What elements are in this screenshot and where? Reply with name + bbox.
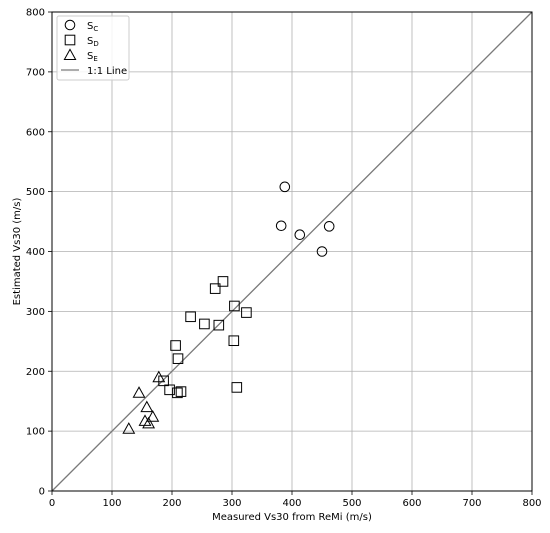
data-point-se xyxy=(138,414,152,426)
x-tick-label: 500 xyxy=(342,498,361,509)
legend-label-se: SE xyxy=(87,51,98,63)
y-tick-label: 600 xyxy=(26,127,45,138)
legend-marker-sd xyxy=(64,34,76,46)
data-point-sd xyxy=(158,375,169,387)
data-point-se xyxy=(140,400,154,413)
x-tick-label: 200 xyxy=(162,498,181,509)
y-tick-label: 700 xyxy=(26,67,45,78)
x-tick-label: 800 xyxy=(522,498,541,509)
legend-label-sc: SC xyxy=(87,21,98,33)
data-point-sc xyxy=(316,246,328,257)
legend-marker-sc xyxy=(64,19,76,31)
legend: SC SD SE 1:1 Line xyxy=(56,15,130,81)
y-tick-label: 400 xyxy=(26,247,45,258)
data-point-sd xyxy=(164,384,175,396)
y-tick-label: 0 xyxy=(39,487,45,498)
data-point-sd xyxy=(172,387,183,399)
data-point-sc xyxy=(323,221,335,232)
data-point-se xyxy=(152,370,166,383)
x-tick-label: 0 xyxy=(49,498,55,509)
data-point-sd xyxy=(229,300,240,312)
data-point-sd xyxy=(217,276,229,287)
data-point-se xyxy=(146,410,160,422)
data-point-sd xyxy=(231,382,243,393)
data-point-sd xyxy=(241,307,252,318)
x-tick-label: 100 xyxy=(102,498,121,509)
reference-line-layer xyxy=(51,11,533,492)
x-tick-label: 300 xyxy=(222,498,241,509)
x-axis-label: Measured Vs30 from ReMi (m/s) xyxy=(212,512,372,523)
data-point-sd xyxy=(199,318,210,330)
data-point-se xyxy=(142,416,156,429)
data-point-sc xyxy=(279,181,291,193)
y-tick-label: 100 xyxy=(26,427,45,438)
data-point-sd xyxy=(170,340,181,351)
x-tick-label: 600 xyxy=(402,498,421,509)
legend-label-sd: SD xyxy=(87,36,99,48)
data-point-sd xyxy=(213,319,225,331)
axis-ticks: 0 100 200 300 400 500 600 700 800 0 100 200 300 400 50… xyxy=(26,8,542,510)
data-point-sd xyxy=(185,311,196,323)
data-point-sc xyxy=(294,229,306,241)
data-point-se xyxy=(122,422,136,434)
y-tick-label: 500 xyxy=(26,187,45,198)
data-point-sd xyxy=(228,335,240,347)
y-tick-label: 300 xyxy=(26,307,45,318)
data-points xyxy=(122,181,335,434)
legend-box xyxy=(56,15,130,81)
x-tick-label: 700 xyxy=(462,498,481,509)
data-point-sd xyxy=(209,283,221,294)
data-point-se xyxy=(132,386,146,398)
y-tick-label: 200 xyxy=(26,367,45,378)
x-tick-label: 400 xyxy=(282,498,301,509)
y-tick-label: 800 xyxy=(26,8,45,19)
data-point-sc xyxy=(275,220,287,232)
data-point-sd xyxy=(175,386,187,397)
y-axis-label: Estimated Vs30 (m/s) xyxy=(12,198,23,306)
one-to-one-line xyxy=(51,11,533,492)
data-point-sd xyxy=(172,353,184,364)
legend-label-reference: 1:1 Line xyxy=(87,66,127,77)
legend-marker-se xyxy=(63,48,77,60)
